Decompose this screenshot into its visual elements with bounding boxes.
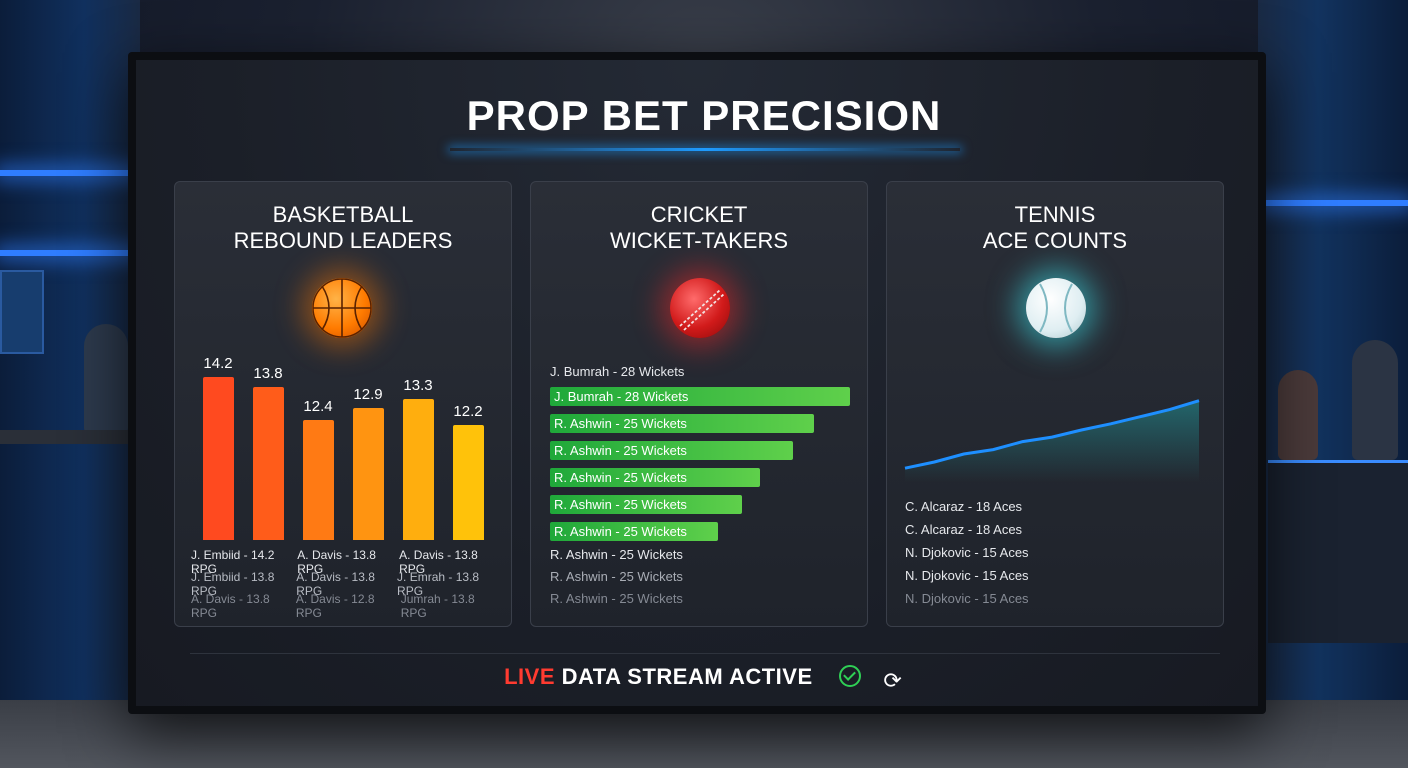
list-item: N. Djokovic - 15 Aces [905,568,1029,583]
live-indicator: LIVE [504,664,556,689]
cricket-card: CRICKET WICKET-TAKERS J. Bumrah - 28 Wic… [530,181,868,627]
tennis-area-chart [904,399,1200,482]
list-item: C. Alcaraz - 18 Aces [905,522,1023,537]
data-label: 12.2 [453,403,483,421]
table-cell: A. Davis - 13.8 RPG [297,548,376,576]
list-item: R. Ashwin - 25 Wickets [550,547,683,562]
table-cell: A. Davis - 13.8 RPG [296,570,375,598]
card-title-line2: WICKET-TAKERS [609,228,789,253]
table-cell: A. Davis - 12.8 RPG [295,592,375,620]
table-row: J. Embiid - 14.2 RPG A. Davis - 13.8 RPG… [191,548,501,576]
card-title-line1: TENNIS [1014,202,1096,227]
basketball-card: BASKETBALL REBOUND LEADERS 14.2 13.8 12.4 1… [174,181,512,627]
list-item: C. Alcaraz - 18 Aces [905,499,1023,514]
bar [453,425,484,540]
data-label: 14.2 [203,355,233,372]
table-cell: A. Davis - 13.8 RPG [191,592,270,620]
bar: R. Ashwin - 25 Wickets [550,495,742,514]
table-cell: J. Emrah - 13.8 RPG [397,570,480,598]
background-room-right [1258,0,1408,768]
data-label: 13.8 [253,364,283,382]
bar [253,386,284,540]
neon-strip [0,250,140,256]
tennis-ball-icon [1026,278,1086,338]
title-underline [450,148,960,151]
list-item: N. Djokovic - 15 Aces [905,591,1029,606]
card-title-line2: ACE COUNTS [982,228,1128,253]
background-room-left [0,0,140,768]
check-circle-icon [839,665,862,687]
background-person [1278,370,1318,460]
bar: J. Bumrah - 28 Wickets [550,387,850,406]
refresh-icon[interactable]: ⟳ [883,668,903,693]
neon-strip [0,170,140,176]
page-title: PROP BET PRECISION [466,92,942,139]
card-title: CRICKET WICKET-TAKERS [531,202,867,254]
bar: R. Ashwin - 25 Wickets [550,522,718,541]
bar [353,408,384,540]
cricket-top-label: J. Bumrah - 28 Wickets [550,364,685,379]
data-label: 12.4 [303,398,333,416]
bar: R. Ashwin - 25 Wickets [550,441,793,460]
cricket-ball-icon [670,278,730,338]
bar: R. Ashwin - 25 Wickets [550,414,814,433]
bar [403,398,434,540]
table-row: J. Embiid - 13.8 RPG A. Davis - 13.8 RPG… [191,570,501,598]
list-item: R. Ashwin - 25 Wickets [550,591,683,606]
footer-divider [190,653,1220,654]
bar: R. Ashwin - 25 Wickets [550,468,760,487]
bar [303,420,334,540]
background-person [1352,340,1398,460]
card-title: TENNIS ACE COUNTS [887,202,1223,254]
background-person [84,324,128,434]
status-bar: LIVE DATA STREAM ACTIVE ⟳ [0,664,1408,692]
series-line [904,399,1200,470]
basketball-icon [312,278,372,338]
status-text: DATA STREAM ACTIVE [561,664,813,689]
table-cell: A. Davis - 13.8 RPG [399,548,478,576]
card-title-line1: BASKETBALL [272,202,414,227]
card-title-line2: REBOUND LEADERS [233,228,453,253]
table-cell: Jumrah - 13.8 RPG [400,592,475,620]
background-desk [0,430,130,444]
background-monitor [0,270,44,354]
table-row: A. Davis - 13.8 RPG A. Davis - 12.8 RPG … [191,592,501,620]
background-counter [1268,460,1408,643]
data-label: 12.9 [353,386,383,404]
table-cell: J. Embiid - 13.8 RPG [191,570,275,598]
table-cell: J. Embiid - 14.2 RPG [191,548,275,576]
bar [203,377,234,540]
list-item: N. Djokovic - 15 Aces [905,545,1029,560]
list-item: R. Ashwin - 25 Wickets [550,569,683,584]
tennis-card: TENNIS ACE COUNTS C. Alcaraz - 18 Aces C… [886,181,1224,627]
card-title: BASKETBALL REBOUND LEADERS [175,202,511,254]
card-title-line1: CRICKET [650,202,748,227]
neon-strip [1258,200,1408,206]
data-label: 13.3 [403,376,433,394]
